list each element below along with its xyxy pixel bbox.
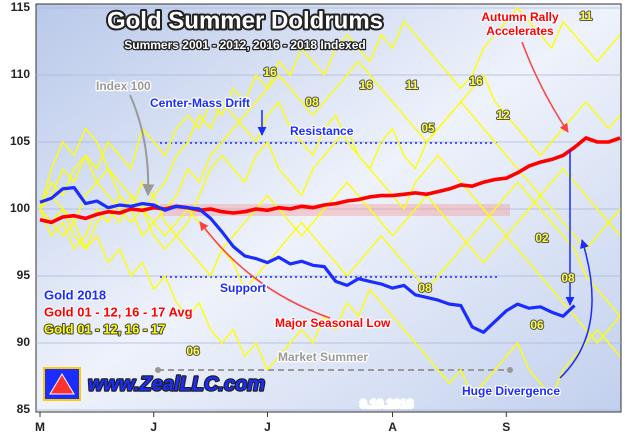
year-line: [39, 208, 621, 398]
y-tick-label: 90: [17, 335, 31, 349]
avg-line: [39, 136, 621, 225]
x-tick-label: J: [150, 420, 157, 434]
annotation: Support: [220, 281, 266, 295]
legend-entry: Gold 01 - 12, 16 - 17: [44, 321, 165, 336]
year-label: 05: [421, 121, 435, 135]
year-line: [39, 127, 621, 250]
year-label: 08: [561, 271, 575, 285]
year-line: [39, 7, 621, 210]
year-label: 11: [406, 78, 419, 92]
x-tick-label: S: [502, 420, 510, 434]
logo-mark: [49, 373, 75, 395]
year-label: 16: [359, 78, 373, 92]
y-tick-label: 115: [11, 0, 31, 14]
legend-entry: Gold 2018: [44, 287, 106, 302]
year-label: 02: [535, 231, 549, 245]
index-arrow: [129, 94, 155, 197]
x-tick-label: J: [264, 420, 271, 434]
y-tick-label: 85: [17, 402, 31, 416]
year-label: 06: [186, 344, 200, 358]
x-tick-label: M: [35, 420, 45, 434]
annotation: Index 100: [96, 79, 151, 93]
y-tick-label: 110: [11, 67, 31, 81]
arrows: [129, 41, 593, 379]
annotation: Accelerates: [486, 24, 554, 38]
y-tick-label: 105: [10, 134, 30, 148]
divergence-arrow: [559, 239, 593, 379]
market-summer-start: [155, 367, 161, 373]
chart-subtitle: Summers 2001 - 2012, 2016 - 2018 Indexed: [124, 38, 365, 52]
year-line: [39, 101, 621, 250]
y-tick-label: 100: [10, 201, 30, 215]
low-arrow: [199, 221, 331, 319]
year-line: [39, 60, 621, 237]
year-label: 06: [530, 318, 544, 332]
market-summer-end: [507, 367, 513, 373]
source-label: www.ZealLLC.com: [88, 373, 265, 395]
annotation: Autumn Rally: [481, 10, 559, 24]
y-tick-label: 95: [17, 268, 31, 282]
year-label: 08: [305, 95, 319, 109]
line-2018: [39, 186, 576, 334]
logo: [43, 367, 81, 401]
annotation: Center-Mass Drift: [150, 96, 250, 110]
index-band: [160, 204, 510, 216]
year-label: 12: [496, 108, 510, 122]
annotation: Market Summer: [278, 350, 368, 364]
x-tick-label: A: [388, 420, 397, 434]
year-label: 11: [580, 9, 593, 23]
annotation: Resistance: [290, 124, 354, 138]
annotation: Huge Divergence: [462, 384, 560, 398]
annotation: 9.19.2018: [360, 397, 414, 411]
rally-arrow: [521, 41, 569, 133]
legend-entry: Gold 01 - 12, 16 - 17 Avg: [44, 304, 193, 319]
year-label: 16: [469, 74, 483, 88]
annotation: Major Seasonal Low: [275, 316, 391, 330]
chart-title: Gold Summer Doldrums: [107, 7, 383, 34]
year-line: [39, 181, 621, 317]
year-label: 16: [263, 65, 277, 79]
reference-lines: [155, 142, 513, 373]
year-label: 08: [418, 281, 432, 295]
